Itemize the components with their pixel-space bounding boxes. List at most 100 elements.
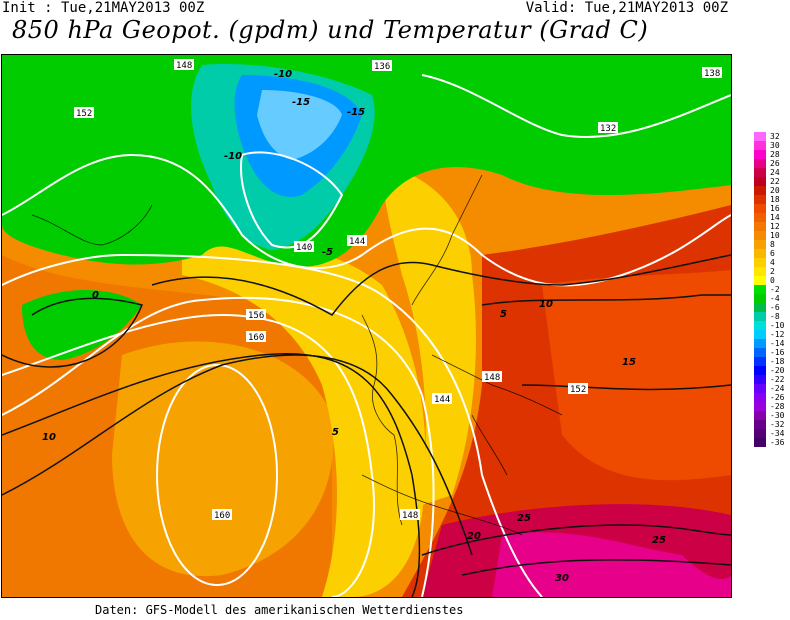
iso-0-west: [2, 297, 144, 368]
legend-label: -24: [770, 384, 785, 393]
legend-label: -12: [770, 330, 785, 339]
iso-0: [151, 254, 731, 316]
label-geo-152: 152: [76, 109, 92, 119]
legend-label: 6: [770, 249, 775, 258]
legend-label: -16: [770, 348, 785, 357]
legend-swatch: [754, 420, 766, 429]
legend-label: -22: [770, 375, 785, 384]
legend-swatch: [754, 312, 766, 321]
label-temp-25: 25: [517, 513, 531, 524]
label-temp-30: 30: [555, 573, 569, 584]
label-geo-144b: 144: [434, 395, 450, 405]
label-geo-144: 144: [349, 237, 365, 247]
legend-label: -30: [770, 411, 785, 420]
contour-144: [2, 153, 731, 287]
legend-label: 24: [770, 168, 780, 177]
label-geo-148c: 148: [402, 511, 418, 521]
legend-swatch: [754, 132, 766, 141]
iso-20: [421, 524, 731, 556]
legend-label: 28: [770, 150, 780, 159]
legend-label: -8: [770, 312, 780, 321]
legend-swatch: [754, 294, 766, 303]
legend-label: -4: [770, 294, 780, 303]
legend-label: 22: [770, 177, 780, 186]
legend-swatch: [754, 186, 766, 195]
legend-swatch: [754, 384, 766, 393]
label-temp-5b: 5: [500, 309, 507, 320]
label-geo-148: 148: [176, 61, 192, 71]
contour-152: [2, 296, 435, 597]
contour-160: [156, 364, 278, 586]
label-temp-m15b: -15: [347, 107, 365, 118]
label-temp-5: 5: [332, 427, 339, 438]
high-core: [112, 341, 334, 577]
south-magenta: [492, 532, 731, 597]
legend-swatch: [754, 393, 766, 402]
iso-10-east: [481, 294, 731, 306]
legend-swatch: [754, 249, 766, 258]
cold-core-inner: [257, 90, 342, 160]
legend-label: 4: [770, 258, 775, 267]
legend-label: -2: [770, 285, 780, 294]
label-geo-160b: 160: [214, 511, 230, 521]
legend-label: 32: [770, 132, 780, 141]
legend-swatch: [754, 339, 766, 348]
legend-label: 2: [770, 267, 775, 276]
legend-label: -6: [770, 303, 780, 312]
legend-label: 10: [770, 231, 780, 240]
label-geo-132: 132: [600, 124, 616, 134]
legend-swatch: [754, 330, 766, 339]
contour-136: [421, 74, 731, 138]
legend-swatch: [754, 231, 766, 240]
green-pocket: [22, 290, 142, 360]
legend-swatch: [754, 357, 766, 366]
legend-label: 12: [770, 222, 780, 231]
coastlines: [31, 174, 563, 536]
legend-swatch: [754, 276, 766, 285]
legend-label: -36: [770, 438, 785, 447]
legend-label: 14: [770, 213, 780, 222]
legend-label: 26: [770, 159, 780, 168]
data-source: Daten: GFS-Modell des amerikanischen Wet…: [95, 603, 464, 617]
legend-swatch: [754, 438, 766, 447]
east-orange: [542, 270, 731, 481]
cold-north: [2, 55, 731, 267]
color-legend: [754, 132, 766, 447]
label-geo-148b: 148: [484, 373, 500, 383]
label-temp-10b: 10: [539, 299, 553, 310]
legend-swatch: [754, 195, 766, 204]
label-geo-156: 156: [248, 311, 264, 321]
contour-148: [2, 253, 543, 597]
legend-swatch: [754, 303, 766, 312]
legend-swatch: [754, 141, 766, 150]
legend-swatch: [754, 402, 766, 411]
legend-label: -34: [770, 429, 785, 438]
label-geo-152b: 152: [570, 385, 586, 395]
legend-label: -28: [770, 402, 785, 411]
label-temp-m10: -10: [274, 69, 292, 80]
legend-swatch: [754, 366, 766, 375]
legend-label: -26: [770, 393, 785, 402]
legend-swatch: [754, 267, 766, 276]
legend-label: 16: [770, 204, 780, 213]
label-geo-160: 160: [248, 333, 264, 343]
legend-swatch: [754, 159, 766, 168]
yellow-band-north: [382, 165, 476, 505]
legend-label: 30: [770, 141, 780, 150]
weather-map: 148 136 138 152 144 140 156 160 148 144 …: [1, 54, 732, 598]
legend-swatch: [754, 429, 766, 438]
legend-swatch: [754, 321, 766, 330]
label-temp-20: 20: [467, 531, 481, 542]
iso-5: [2, 353, 421, 597]
legend-swatch: [754, 222, 766, 231]
label-geo-140: 140: [296, 243, 312, 253]
label-temp-10: 10: [42, 432, 56, 443]
label-temp-25b: 25: [652, 535, 666, 546]
label-geo-138: 138: [704, 69, 720, 79]
label-temp-m10b: -10: [224, 151, 242, 162]
contour-156: [2, 313, 375, 597]
legend-swatch: [754, 285, 766, 294]
legend-swatch: [754, 348, 766, 357]
label-geo-136: 136: [374, 62, 390, 72]
map-title: 850 hPa Geopot. (gpdm) und Temperatur (G…: [12, 16, 649, 44]
